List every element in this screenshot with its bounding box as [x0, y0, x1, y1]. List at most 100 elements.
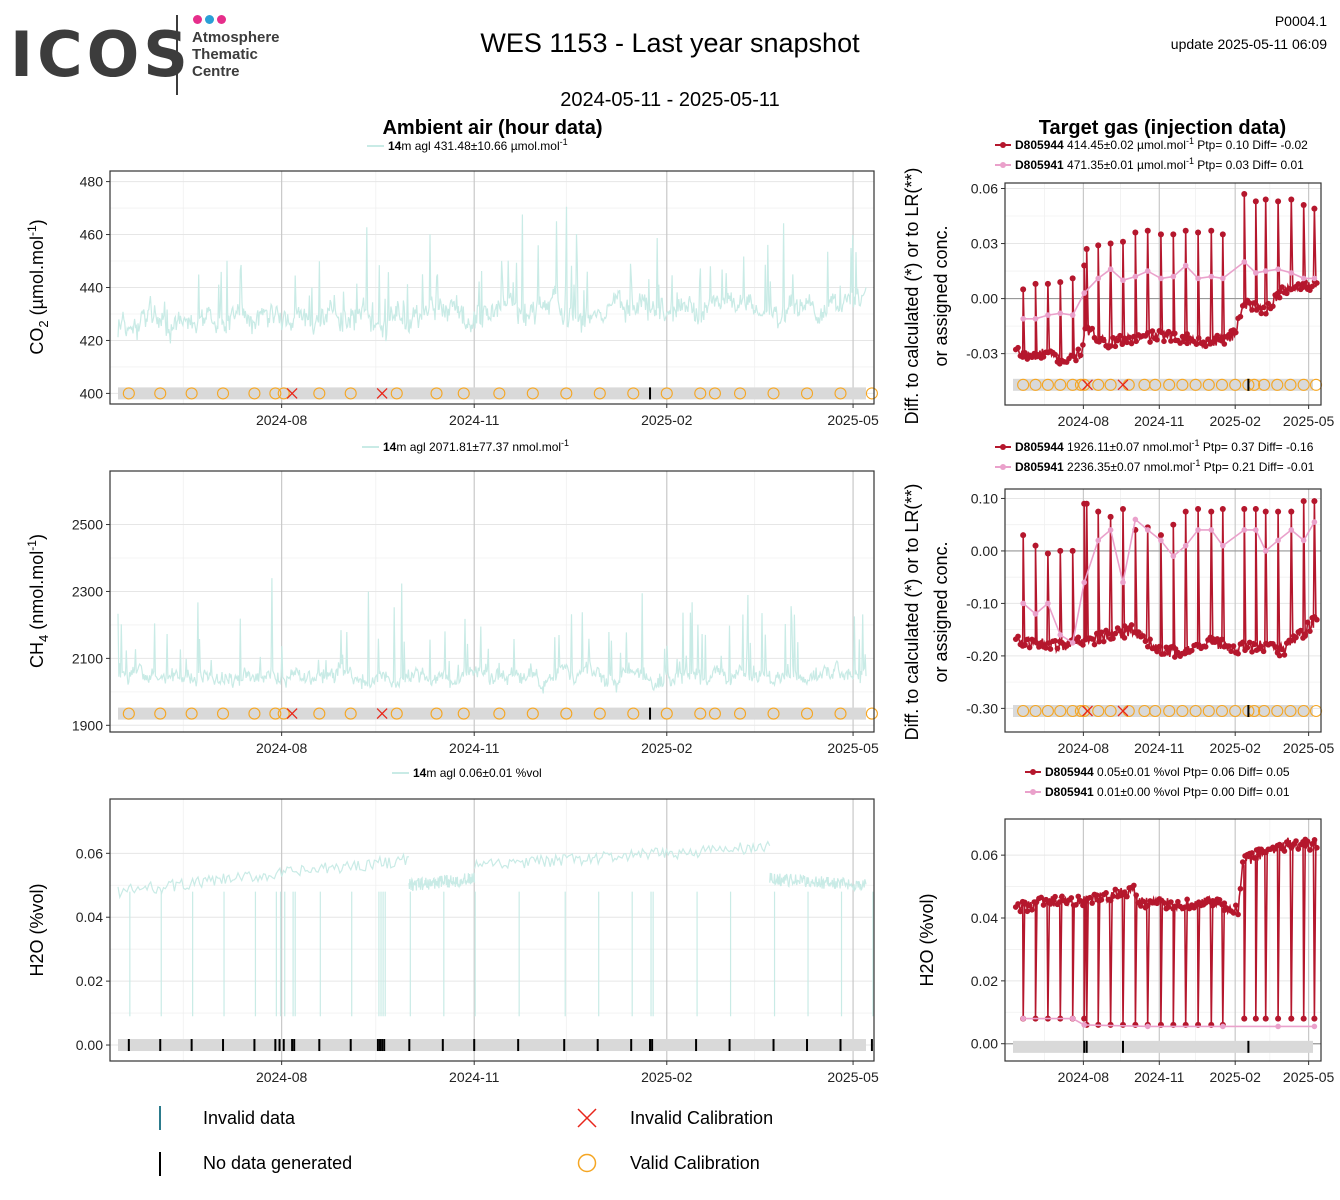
- target-point-d805941: [1241, 259, 1248, 265]
- x-tick-label: 2024-08: [256, 1069, 308, 1085]
- target-point-d805944: [1080, 642, 1086, 648]
- target-point-d805941: [1020, 315, 1026, 322]
- h2o-ylabel: H2O (%vol): [27, 883, 47, 976]
- target-spike-d805944: [1300, 498, 1307, 505]
- panel-h2o_ambient: 0.00 0.02 0.04 0.06 2024-08 2024-11 2025-02 202…: [76, 766, 879, 1085]
- target-point-d805944: [1302, 842, 1308, 849]
- valid-calibration-mark: [1258, 378, 1271, 391]
- plot-frame: [1004, 488, 1322, 733]
- valid-calibration-mark: [526, 707, 539, 720]
- target-point-d805944: [1251, 641, 1258, 648]
- target-point-d805944: [1147, 339, 1153, 345]
- target-spike-d805944: [1157, 532, 1164, 539]
- target-point-d805944: [1077, 352, 1084, 359]
- valid-calibration-mark: [694, 707, 707, 720]
- target-point-d805944: [1219, 636, 1225, 643]
- valid-calibration-mark: [865, 387, 878, 400]
- target-point-d805941: [1057, 632, 1064, 638]
- target-point-d805944: [1239, 639, 1246, 646]
- target-point-d805944: [1098, 897, 1105, 903]
- target-spike-d805944: [1195, 229, 1202, 236]
- plot-frame: [1004, 818, 1322, 1062]
- target-point-d805944: [1249, 850, 1255, 856]
- target-point-d805944: [1272, 644, 1278, 650]
- valid-calibration-mark: [526, 387, 539, 400]
- y-tick-label: -0.30: [966, 700, 998, 716]
- x-tick-label: 2025-02: [1209, 413, 1261, 429]
- valid-calibration-mark: [313, 387, 326, 400]
- target-spike-d805944: [1157, 231, 1164, 238]
- legend-label-D805944: D805944 0.05±0.01 %vol Ptp= 0.06 Diff= 0…: [1045, 765, 1290, 779]
- target-point-d805944: [1144, 902, 1151, 909]
- target-spike-d805944: [1208, 227, 1215, 234]
- x-tick-label: 2025-05: [1283, 740, 1335, 756]
- valid-calibration-mark: [1284, 704, 1297, 718]
- target-point-d805944: [1073, 357, 1079, 364]
- target-spike-d805944: [1275, 508, 1282, 515]
- target-point-d805944: [1175, 898, 1181, 905]
- target-point-d805944: [1056, 899, 1063, 905]
- valid-calibration-mark: [122, 387, 135, 400]
- valid-calibration-mark: [1054, 378, 1067, 391]
- plot-frame: [109, 470, 875, 733]
- target-point-d805944: [1168, 899, 1174, 905]
- x-tick-label: 2024-08: [256, 740, 308, 756]
- target-point-d805944: [1281, 652, 1288, 658]
- x-tick-label: 2024-11: [1134, 1069, 1185, 1085]
- legend-no-data: No data generated: [203, 1153, 353, 1173]
- target-point-d805944: [1177, 340, 1183, 346]
- target-point-d805944: [1131, 882, 1137, 889]
- valid-calibration-mark: [1104, 704, 1117, 718]
- target-point-d805941: [1144, 268, 1151, 274]
- target-point-d805944: [1288, 637, 1295, 644]
- y-tick-label: 480: [80, 174, 104, 190]
- target-point-d805944: [1184, 340, 1190, 347]
- target-point-d805944: [1105, 630, 1112, 637]
- y-tick-label: -0.03: [966, 346, 998, 362]
- target-point-d805944: [1068, 895, 1075, 901]
- valid-calibration-mark: [269, 387, 282, 400]
- invalid-calibration-mark: [286, 708, 298, 720]
- target-point-d805941: [1069, 639, 1076, 646]
- target-point-d805944: [1205, 336, 1211, 343]
- x-tick-label: 2025-02: [641, 412, 693, 428]
- valid-calibration-mark: [457, 707, 470, 720]
- valid-calibration-mark: [1041, 378, 1054, 391]
- target-point-d805944: [1128, 340, 1135, 347]
- valid-calibration-mark: [269, 707, 282, 720]
- invalid-calibration-mark: [1117, 705, 1129, 717]
- ambient-series-line: [474, 840, 771, 870]
- page-code: P0004.1: [1274, 13, 1327, 29]
- valid-calibration-mark: [865, 707, 878, 720]
- valid-calibration-mark: [277, 707, 290, 720]
- target-point-d805944: [1226, 643, 1232, 649]
- target-spike-d805944: [1081, 1015, 1088, 1022]
- valid-calibration-mark: [1066, 704, 1079, 718]
- target-point-d805941: [1020, 1015, 1026, 1022]
- legend-dot-D805944: [1000, 142, 1006, 148]
- valid-calibration-mark: [1078, 378, 1091, 391]
- target-point-d805941: [1262, 268, 1269, 274]
- target-point-d805941: [1253, 527, 1259, 533]
- target-point-d805944: [1138, 903, 1144, 909]
- target-point-d805944: [1144, 330, 1151, 336]
- target-spike-d805944: [1083, 500, 1090, 507]
- valid-calibration-icon: [577, 1153, 597, 1173]
- logo-dot-pink: [193, 15, 202, 24]
- legend-label-D805944: D805944 414.45±0.02 µmol.mol-1 Ptp= 0.10…: [1015, 136, 1308, 152]
- valid-calibration-mark: [185, 387, 198, 400]
- target-point-d805941: [1081, 290, 1088, 296]
- target-point-d805944: [1112, 886, 1119, 893]
- target-point-d805941: [1120, 277, 1126, 284]
- plot-frame: [109, 170, 875, 405]
- target-point-d805941: [1120, 579, 1126, 586]
- target-point-d805944: [1246, 639, 1253, 646]
- target-point-d805944: [1239, 859, 1246, 865]
- panel-co2_target: -0.03 0.00 0.03 0.06 2024-08 2024-11 2025-02 20…: [966, 136, 1334, 429]
- valid-calibration-mark: [800, 707, 814, 720]
- target-point-d805944: [1263, 310, 1269, 317]
- valid-calibration-mark: [185, 707, 198, 720]
- target-spike-d805944: [1044, 280, 1051, 287]
- target-point-d805944: [1314, 280, 1320, 286]
- logo-subtitle: Atmosphere Thematic Centre: [192, 29, 280, 80]
